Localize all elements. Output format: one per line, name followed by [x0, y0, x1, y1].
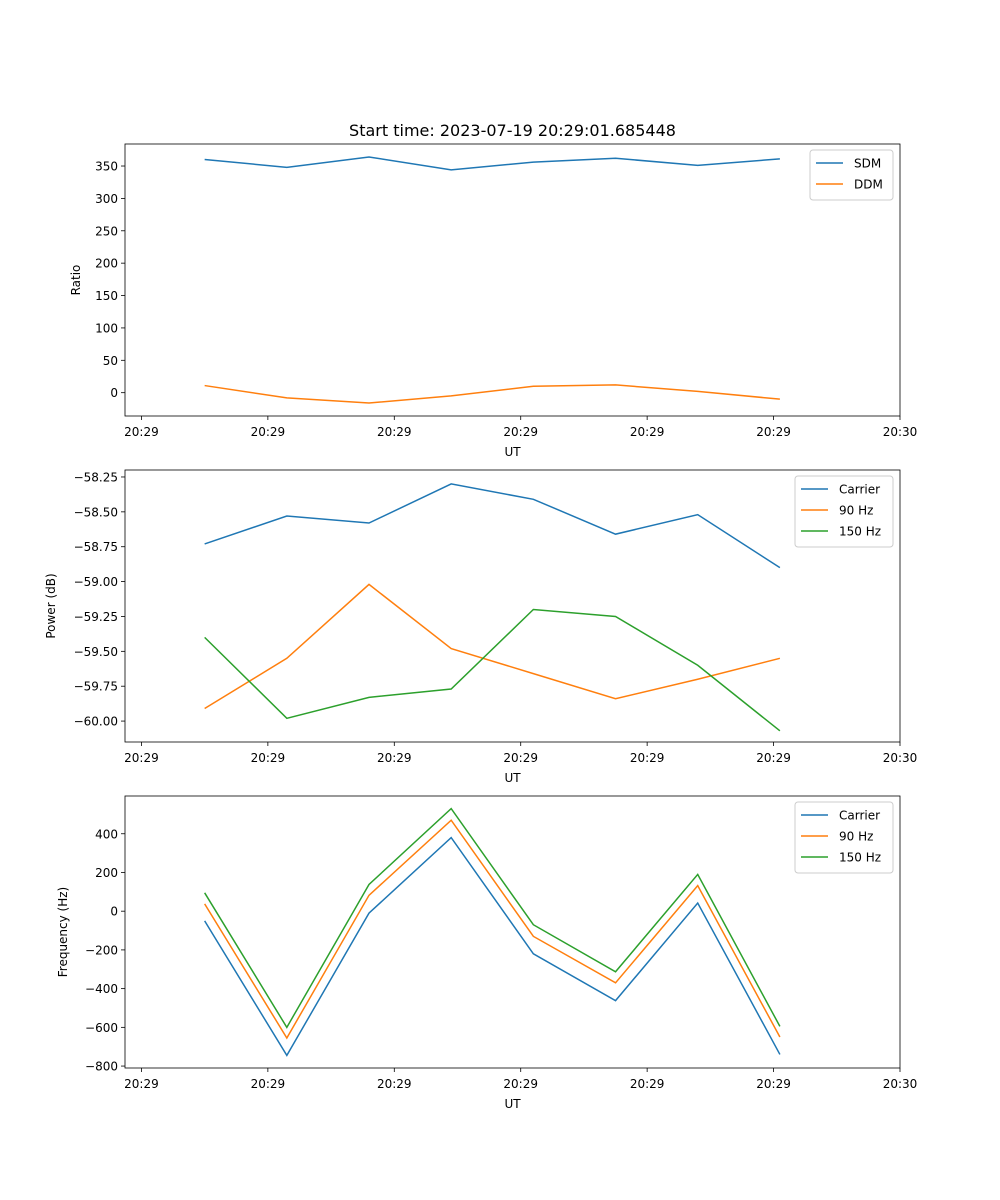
x-tick-label: 20:29	[503, 1077, 538, 1091]
y-tick-label: 350	[95, 160, 118, 174]
legend-box	[794, 801, 894, 874]
x-tick-label: 20:29	[503, 425, 538, 439]
panel-2: 20:29 20:29 20:29 20:29 20:29 20:29 20:30 −60.0…	[44, 469, 918, 785]
figure-title: Start time: 2023-07-19 20:29:01.685448	[349, 121, 676, 140]
panels: 20:29 20:29 20:29 20:29 20:29 20:29 20:30 0 50 10…	[44, 143, 918, 1111]
y-tick-label: 200	[95, 257, 118, 271]
y-axis-label: Ratio	[69, 265, 83, 296]
y-tick-label: 0	[110, 386, 118, 400]
x-tick-label: 20:30	[883, 751, 918, 765]
y-tick-label: −800	[85, 1060, 118, 1074]
panel-1: 20:29 20:29 20:29 20:29 20:29 20:29 20:30 0 50 10…	[69, 143, 918, 459]
x-tick-label: 20:29	[124, 1077, 159, 1091]
legend-label: 90 Hz	[839, 504, 873, 518]
y-tick-label: −400	[85, 982, 118, 996]
x-tick-label: 20:29	[630, 425, 665, 439]
y-tick-label: −59.75	[74, 680, 118, 694]
y-tick-label: 0	[110, 905, 118, 919]
y-tick-label: −58.50	[74, 505, 118, 519]
series-line-90-hz	[204, 583, 781, 710]
legend-label: DDM	[854, 178, 883, 192]
series-line-90-hz	[204, 819, 781, 1040]
x-tick-label: 20:29	[630, 1077, 665, 1091]
y-tick-label: 300	[95, 192, 118, 206]
y-tick-label: −58.75	[74, 540, 118, 554]
panel-3: 20:29 20:29 20:29 20:29 20:29 20:29 20:30 −800 −…	[56, 795, 918, 1111]
x-axis-label: UT	[504, 771, 521, 785]
x-tick-label: 20:29	[630, 751, 665, 765]
legend-label: 150 Hz	[839, 525, 881, 539]
x-tick-label: 20:29	[756, 751, 791, 765]
y-tick-label: 200	[95, 866, 118, 880]
y-tick-label: 100	[95, 321, 118, 335]
axes-frame	[124, 143, 901, 417]
legend-box	[794, 475, 894, 548]
legend: Carrier 90 Hz 150 Hz	[794, 801, 894, 874]
x-tick-label: 20:30	[883, 425, 918, 439]
x-tick-label: 20:29	[124, 751, 159, 765]
y-tick-label: −58.25	[74, 470, 118, 484]
x-tick-label: 20:29	[251, 425, 286, 439]
x-axis-label: UT	[504, 1097, 521, 1111]
series-line-carrier	[204, 483, 781, 569]
series-line-150-hz	[204, 608, 781, 732]
y-tick-label: 50	[103, 354, 118, 368]
y-axis-label: Power (dB)	[44, 573, 58, 638]
axes-frame	[124, 795, 901, 1069]
x-tick-label: 20:29	[124, 425, 159, 439]
x-tick-label: 20:29	[377, 425, 412, 439]
series-line-150-hz	[204, 807, 781, 1029]
y-tick-label: −59.00	[74, 575, 118, 589]
x-tick-label: 20:30	[883, 1077, 918, 1091]
legend-label: 150 Hz	[839, 851, 881, 865]
y-tick-label: 250	[95, 224, 118, 238]
x-tick-label: 20:29	[251, 751, 286, 765]
legend: SDM DDM	[809, 149, 894, 201]
x-tick-label: 20:29	[377, 751, 412, 765]
y-tick-label: −59.50	[74, 645, 118, 659]
y-tick-label: 150	[95, 289, 118, 303]
y-axis-label: Frequency (Hz)	[56, 887, 70, 978]
x-tick-label: 20:29	[251, 1077, 286, 1091]
x-axis-label: UT	[504, 445, 521, 459]
x-tick-label: 20:29	[756, 425, 791, 439]
legend-label: Carrier	[839, 483, 880, 497]
legend: Carrier 90 Hz 150 Hz	[794, 475, 894, 548]
series-line-ddm	[204, 384, 780, 404]
y-tick-label: −600	[85, 1021, 118, 1035]
x-tick-label: 20:29	[377, 1077, 412, 1091]
y-tick-label: 400	[95, 827, 118, 841]
x-tick-label: 20:29	[756, 1077, 791, 1091]
x-tick-label: 20:29	[503, 751, 538, 765]
legend-label: 90 Hz	[839, 830, 873, 844]
y-tick-label: −59.25	[74, 610, 118, 624]
legend-label: SDM	[854, 157, 881, 171]
series-line-sdm	[204, 156, 780, 171]
y-tick-label: −200	[85, 943, 118, 957]
legend-label: Carrier	[839, 809, 880, 823]
axes-frame	[124, 469, 901, 743]
series-line-carrier	[204, 836, 781, 1057]
y-tick-label: −60.00	[74, 715, 118, 729]
